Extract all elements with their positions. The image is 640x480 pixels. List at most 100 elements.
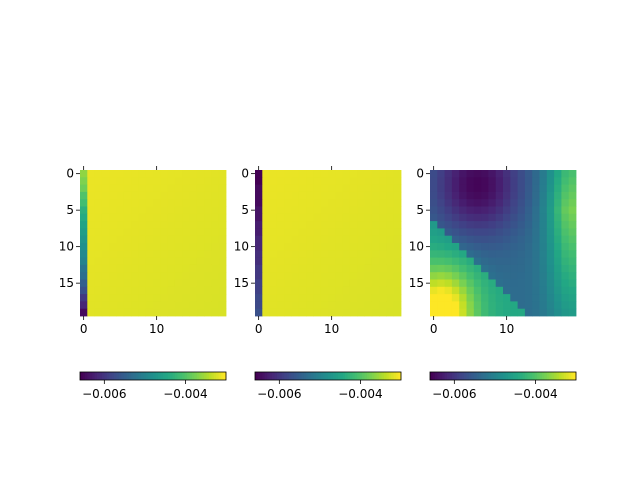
colorbar-segment [554, 372, 557, 380]
heatmap-cell [160, 221, 168, 229]
heatmap-cell [430, 213, 438, 222]
heatmap-cell [451, 250, 460, 258]
heatmap-cell [342, 177, 351, 185]
heatmap-cell [284, 243, 292, 251]
heatmap-cell [131, 199, 139, 207]
heatmap-cell [371, 184, 380, 193]
heatmap-cell [109, 308, 117, 317]
heatmap-cell [568, 228, 577, 237]
heatmap-cell [167, 286, 176, 295]
heatmap-cell [503, 184, 511, 193]
heatmap-cell [342, 272, 351, 280]
heatmap-cell [466, 235, 475, 244]
heatmap-cell [269, 199, 278, 207]
heatmap-cell [211, 286, 220, 295]
colorbar-segment [301, 372, 305, 380]
heatmap-cell [386, 184, 395, 193]
colorbar-segment [170, 372, 173, 380]
heatmap-cell [517, 213, 526, 222]
heatmap-cell [364, 308, 373, 317]
heatmap-cell [524, 250, 533, 258]
heatmap-cell [554, 250, 562, 258]
heatmap-cell [174, 279, 183, 288]
colorbar-segment [330, 372, 334, 380]
colorbar-segment [437, 372, 441, 380]
heatmap-cell [313, 199, 322, 207]
heatmap-cell [276, 250, 285, 258]
heatmap-cell [517, 177, 526, 185]
heatmap-cell [145, 286, 154, 295]
heatmap-cell [94, 301, 103, 310]
heatmap-panel-3: 0 10 0 5 10 15 [409, 166, 577, 336]
heatmap-cell [80, 243, 88, 251]
heatmap-cell [182, 221, 190, 229]
heatmap-cell [328, 294, 336, 302]
colorbar-frame [429, 371, 577, 381]
heatmap-cell [204, 221, 212, 229]
heatmap-cell [94, 308, 103, 317]
heatmap-cell [80, 199, 88, 207]
heatmap-cell [160, 301, 168, 310]
heatmap-cell [269, 206, 278, 215]
heatmap-cell [386, 272, 395, 280]
heatmap-cell [160, 279, 168, 288]
colorbar-segment [150, 372, 154, 380]
heatmap-cell [342, 301, 351, 310]
heatmap-cell [306, 221, 314, 229]
heatmap-cell [298, 235, 307, 244]
heatmap-cell [109, 206, 117, 215]
heatmap-cell [510, 272, 518, 280]
heatmap-cell [313, 308, 322, 317]
heatmap-cell [320, 294, 329, 302]
heatmap-cell [80, 308, 88, 317]
colorbar-segment [281, 372, 285, 380]
heatmap-cell [364, 235, 373, 244]
heatmap-cell [342, 250, 351, 258]
heatmap-panel-2: 0 10 0 5 10 15 [234, 166, 402, 336]
heatmap-cell [313, 264, 322, 273]
heatmap-cell [109, 257, 117, 266]
colorbar-segment [561, 372, 565, 380]
heatmap-cell [466, 257, 475, 266]
heatmap-cell [517, 170, 526, 178]
heatmap-cell [437, 243, 445, 251]
heatmap-cell [379, 199, 387, 207]
heatmap-cell [306, 308, 314, 317]
heatmap-cell [451, 301, 460, 310]
heatmap-cell [101, 294, 110, 302]
colorbar-segment [121, 372, 125, 380]
heatmap-cell [189, 235, 198, 244]
heatmap-cell [306, 228, 314, 237]
heatmap-cell [451, 308, 460, 317]
heatmap-cell [451, 191, 460, 200]
heatmap-cell [291, 279, 300, 288]
heatmap-cell [379, 301, 387, 310]
heatmap-cell [349, 228, 358, 237]
heatmap-cell [379, 272, 387, 280]
heatmap-cell [276, 294, 285, 302]
heatmap-cell [546, 243, 555, 251]
heatmap-cell [320, 243, 329, 251]
heatmap-cell [349, 294, 358, 302]
heatmap-cell [437, 235, 445, 244]
heatmap-cell [313, 294, 322, 302]
colorbar-segment [371, 372, 375, 380]
heatmap-cell [393, 264, 402, 273]
heatmap-cell [539, 301, 548, 310]
heatmap-cell [554, 199, 562, 207]
heatmap-cell [145, 221, 154, 229]
heatmap-cell [561, 235, 570, 244]
heatmap-cell [349, 221, 358, 229]
colorbar-segment [476, 372, 480, 380]
heatmap-cell [539, 272, 548, 280]
heatmap-cell [451, 170, 460, 178]
heatmap-cell [546, 286, 555, 295]
heatmap-cell [218, 250, 227, 258]
colorbar-segment [468, 372, 472, 380]
heatmap-cell [182, 170, 190, 178]
heatmap-cell [495, 228, 504, 237]
heatmap-cell [386, 228, 395, 237]
heatmap-cell [276, 301, 285, 310]
heatmap-cell [80, 301, 88, 310]
heatmap-cell [204, 308, 212, 317]
